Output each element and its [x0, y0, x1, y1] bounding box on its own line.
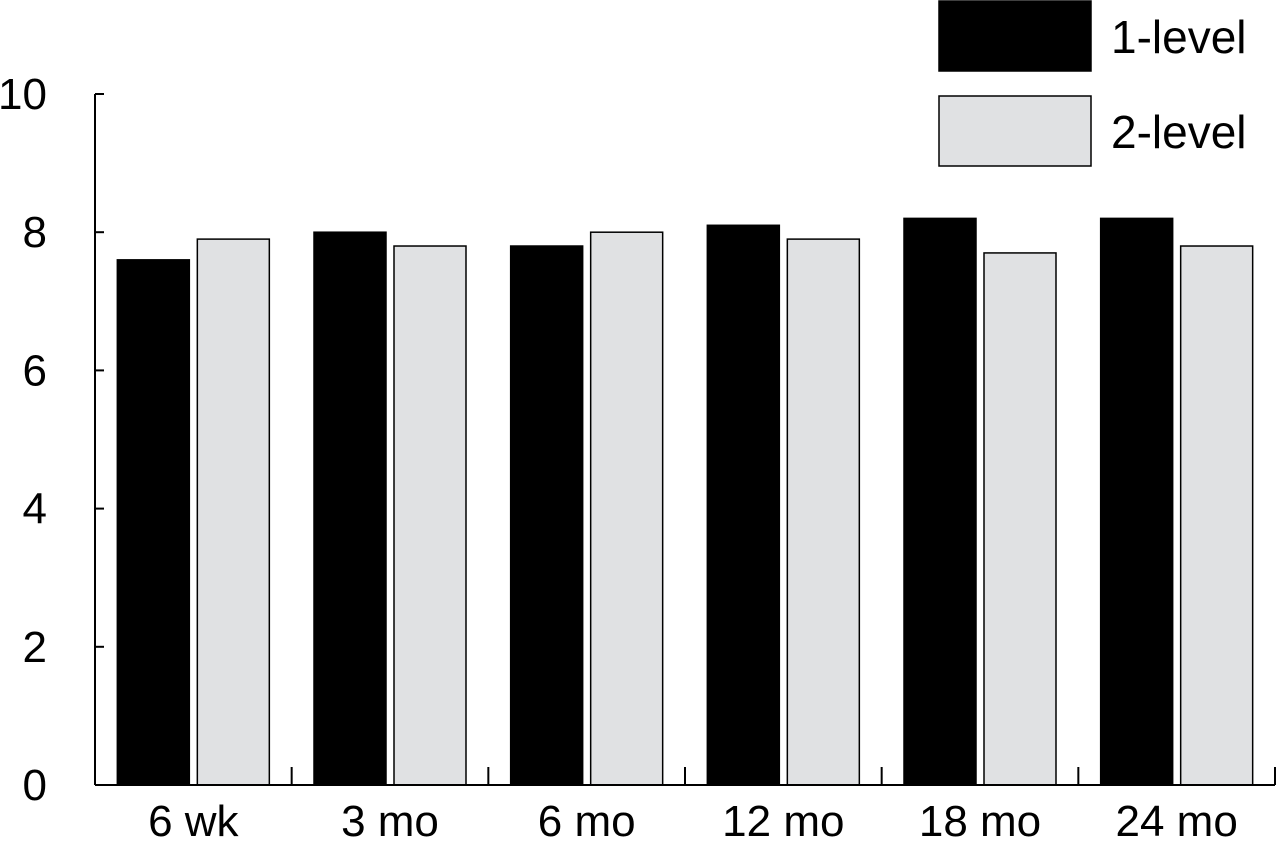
- legend-swatch-1-level: [938, 0, 1092, 72]
- bar-2-level-24-mo: [1179, 245, 1254, 786]
- y-tick-label: 8: [23, 208, 47, 257]
- legend-swatch-2-level: [938, 95, 1092, 167]
- y-tick-label: 10: [0, 70, 47, 119]
- bar-1-level-18-mo: [903, 217, 977, 786]
- y-tick-label: 2: [23, 623, 47, 672]
- y-tick-label: 6: [23, 346, 47, 395]
- bar-2-level-12-mo: [786, 238, 861, 786]
- legend-label-1-level: 1-level: [1111, 11, 1247, 63]
- bar-1-level-24-mo: [1099, 217, 1174, 786]
- bar-2-level-6-wk: [196, 238, 271, 786]
- bar-1-level-6-wk: [116, 259, 191, 786]
- axes-layer: 0 2 4 6 8 10 6 wk 3 mo 6 mo 12 mo 18 mo 24 mo: [0, 70, 1276, 845]
- bar-1-level-3-mo: [313, 231, 387, 786]
- bars-layer: [116, 217, 1254, 786]
- bar-2-level-18-mo: [983, 252, 1057, 786]
- x-tick-label: 12 mo: [722, 797, 844, 840]
- bar-2-level-3-mo: [393, 245, 467, 786]
- x-tick-label: 6 wk: [148, 797, 239, 840]
- x-tick-label: 18 mo: [919, 797, 1041, 840]
- bar-1-level-12-mo: [706, 224, 781, 786]
- x-tick-label: 3 mo: [341, 797, 439, 840]
- bar-1-level-6-mo: [509, 245, 584, 786]
- y-tick-label: 0: [23, 761, 47, 810]
- y-tick-label: 4: [23, 485, 47, 534]
- x-tick-label: 24 mo: [1116, 797, 1238, 840]
- bar-2-level-6-mo: [589, 231, 664, 786]
- legend: 1-level 2-level: [938, 0, 1247, 167]
- legend-label-2-level: 2-level: [1111, 106, 1247, 158]
- x-tick-label: 6 mo: [538, 797, 636, 840]
